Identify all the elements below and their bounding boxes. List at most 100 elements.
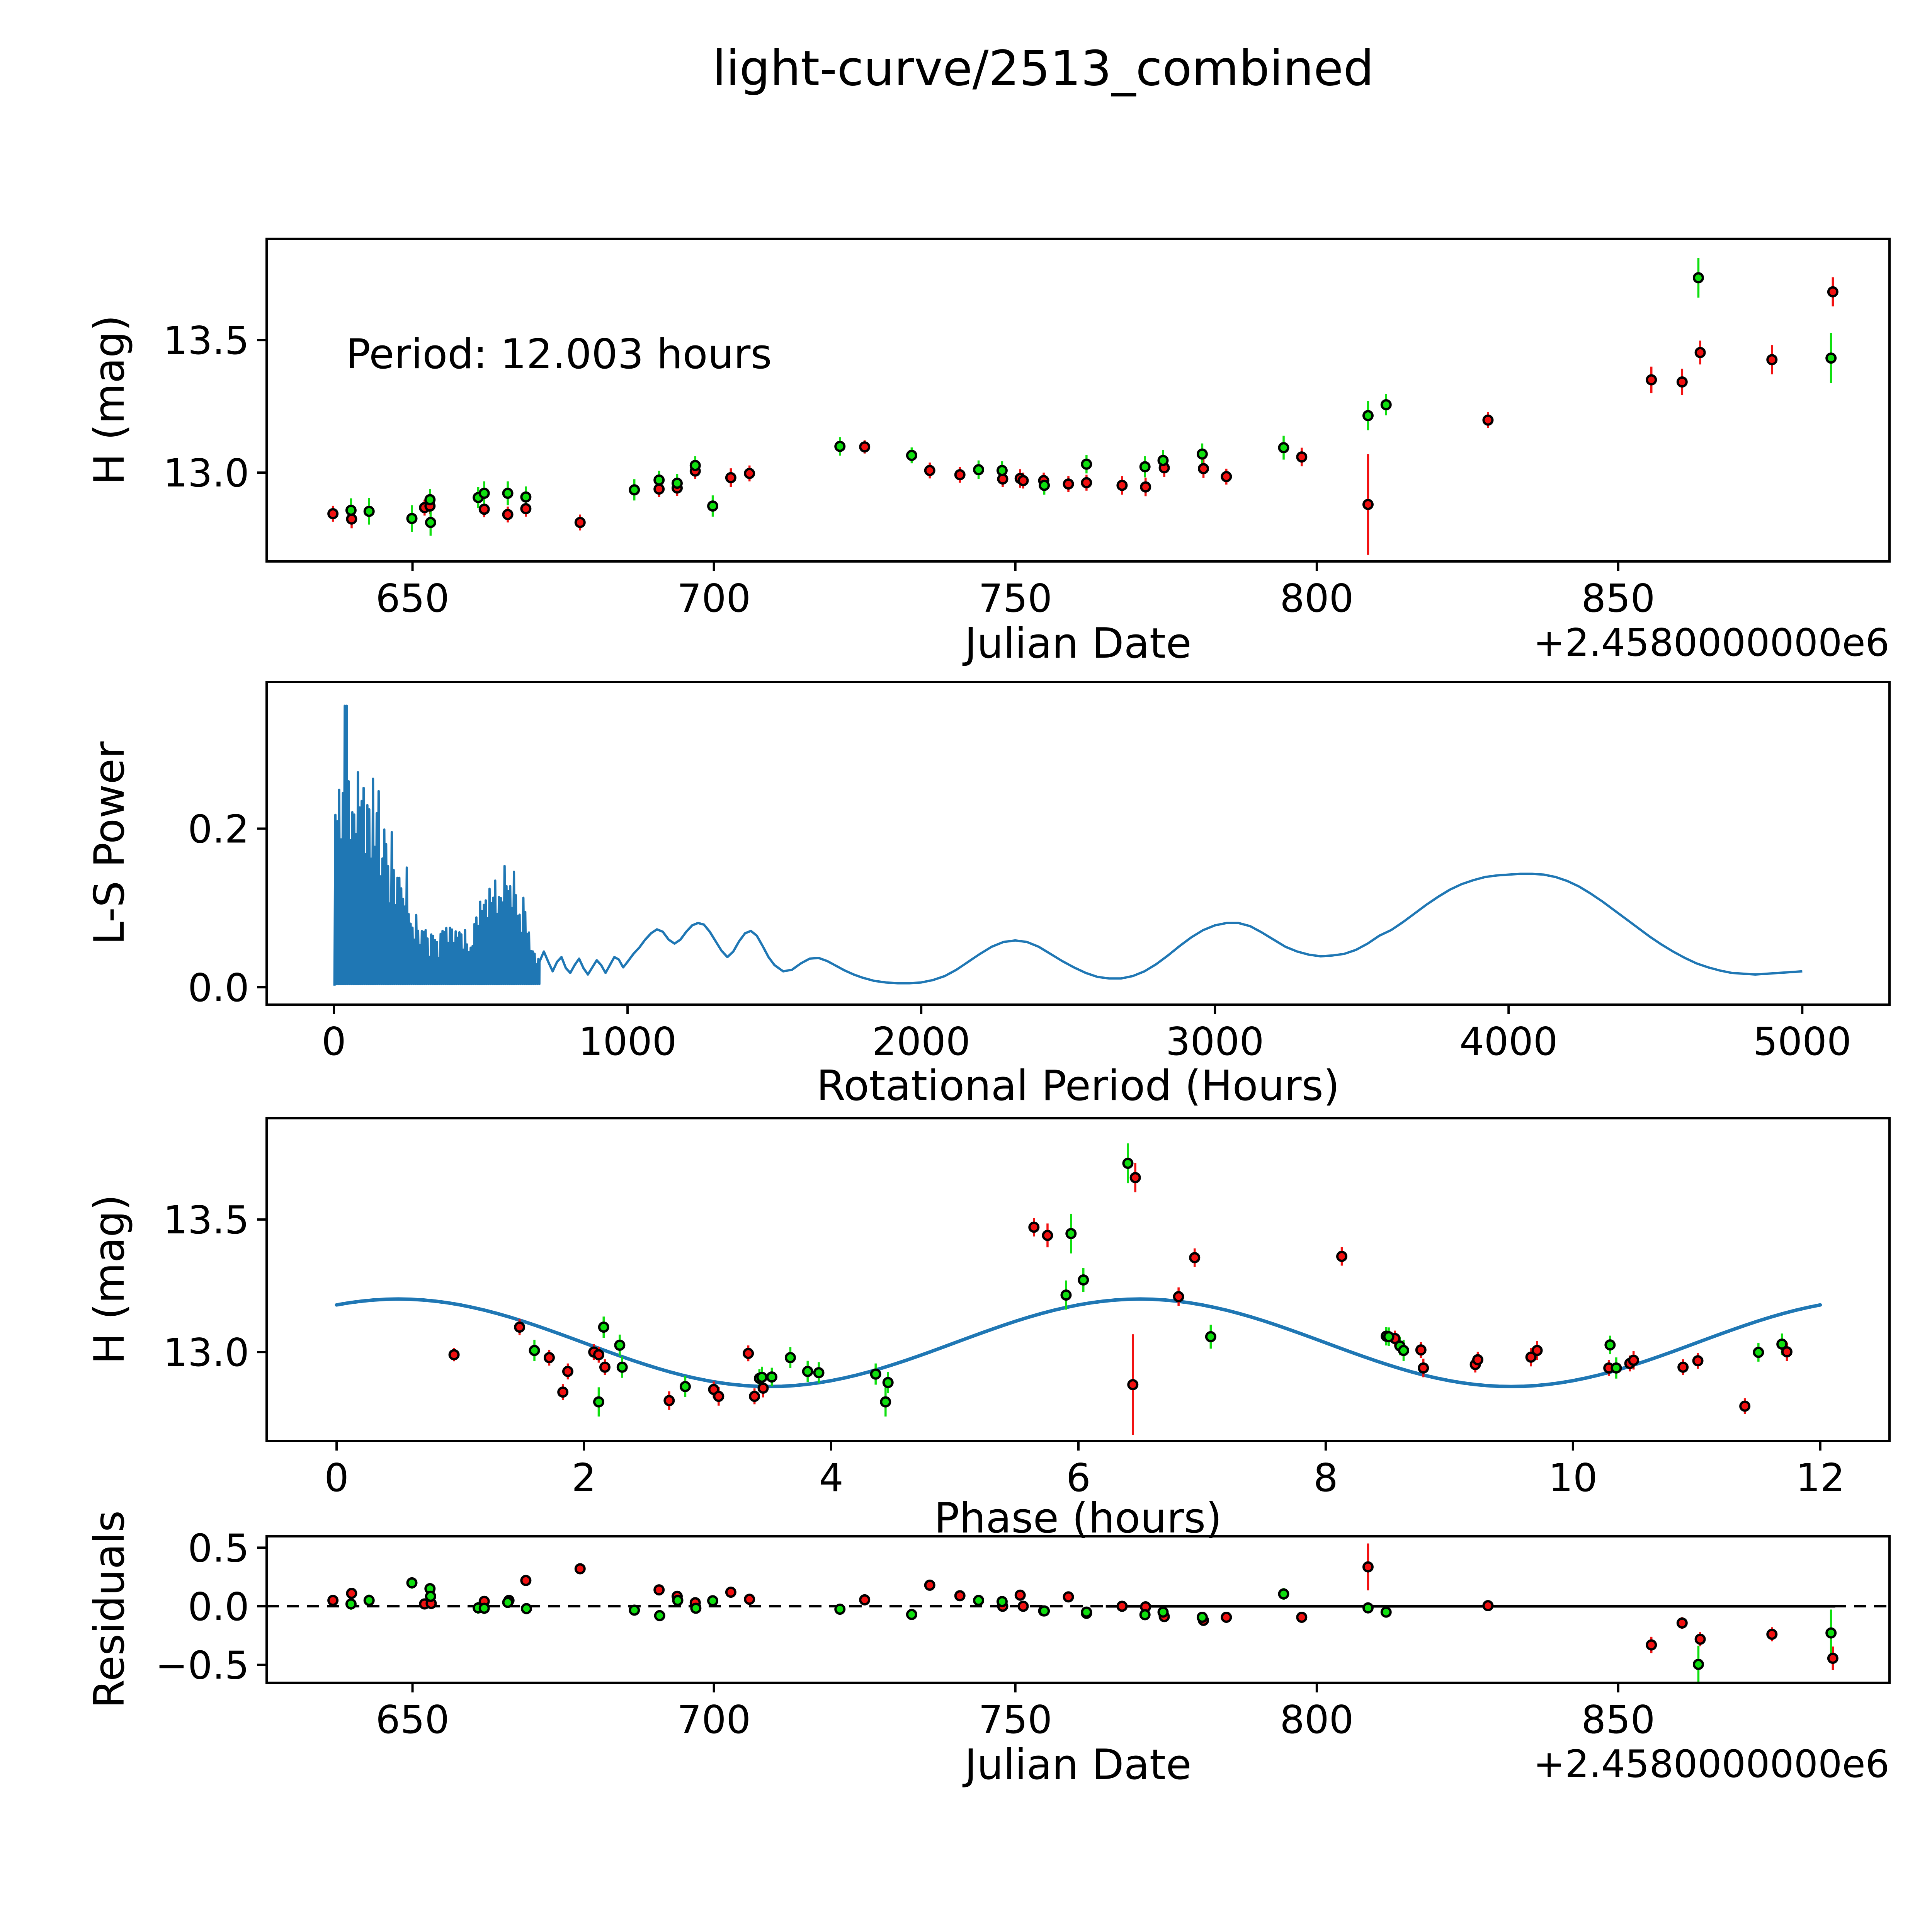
data-point-red [1646, 374, 1657, 386]
data-point-green [870, 1368, 881, 1380]
data-point-red [1766, 1628, 1778, 1640]
data-point-red [1646, 1639, 1657, 1651]
x-tick-label: 10 [1548, 1455, 1597, 1500]
y-tick-label: −0.5 [155, 1643, 249, 1688]
data-point-green [502, 1597, 514, 1608]
data-point-green [1380, 399, 1392, 411]
plot-frame [265, 681, 1891, 1006]
data-point-red [346, 1588, 357, 1599]
phase-data-layer [335, 1143, 1822, 1435]
x-offset-label-top: +2.4580000000e6 [1533, 621, 1889, 665]
ylabel-h-mag-top: H (mag) [85, 315, 134, 485]
data-point-red [1063, 1591, 1074, 1603]
green-series-points [529, 1158, 1788, 1408]
x-tick-label: 750 [978, 1697, 1052, 1742]
data-point-red [593, 1349, 604, 1361]
data-point-red [448, 1349, 460, 1361]
data-point-green [1196, 448, 1208, 460]
data-point-green [502, 488, 514, 499]
data-point-green [1196, 1612, 1208, 1623]
data-point-red [478, 503, 490, 515]
data-point-red [859, 1594, 871, 1605]
data-point-green [813, 1367, 825, 1379]
x-tick-label: 1000 [578, 1019, 677, 1064]
data-point-red [1525, 1351, 1537, 1363]
data-point-red [1827, 286, 1838, 298]
data-point-red [1692, 1355, 1704, 1367]
x-tick-label: 800 [1280, 576, 1354, 621]
data-point-red [1415, 1344, 1427, 1356]
data-point-green [671, 478, 683, 489]
data-point-green [1139, 1609, 1151, 1621]
data-point-red [1042, 1230, 1053, 1241]
data-point-green [425, 1590, 436, 1602]
plot-frame [265, 238, 1891, 563]
data-point-green [756, 1371, 768, 1383]
data-point-green [1278, 442, 1289, 454]
data-point-green [478, 488, 490, 499]
data-point-red [663, 1395, 675, 1406]
data-point-green [1039, 1605, 1050, 1617]
data-point-green [1081, 458, 1092, 470]
data-point-green [593, 1396, 604, 1408]
data-point-green [363, 1595, 375, 1606]
residuals-data-layer [267, 1543, 1889, 1683]
data-point-green [598, 1321, 609, 1333]
data-point-red [1336, 1250, 1348, 1262]
panel-phase-folded: 0 2 4 6 8 10 12 13.0 13.5 Phase (hours) H (mag) [85, 1117, 1891, 1543]
data-point-green [616, 1361, 628, 1373]
model-sine-curve [335, 1297, 1822, 1388]
data-point-red [1028, 1221, 1040, 1233]
data-point-green [406, 513, 418, 524]
data-point-red [574, 1563, 586, 1575]
plot-frame [265, 1535, 1891, 1684]
panel-periodogram: 0 1000 2000 3000 4000 5000 0.0 0.2 Rotational P… [85, 681, 1891, 1110]
data-point-red [744, 1594, 755, 1605]
red-series-points [448, 1172, 1793, 1412]
data-point-red [1677, 1361, 1689, 1373]
phase-ticks: 0 2 4 6 8 10 12 13.0 13.5 [163, 1197, 1845, 1500]
data-point-red [520, 503, 532, 514]
data-point-red [1676, 376, 1688, 388]
data-point-green [996, 465, 1008, 476]
data-point-red [924, 465, 935, 476]
data-point-green [996, 1596, 1008, 1607]
data-point-green [707, 500, 719, 512]
data-point-red [1189, 1252, 1201, 1264]
data-point-green [1776, 1338, 1788, 1350]
data-point-red [744, 468, 755, 479]
data-point-green [690, 1602, 702, 1614]
data-point-red [599, 1361, 611, 1373]
data-point-red [1827, 1653, 1838, 1664]
data-point-green [1039, 480, 1050, 491]
data-point-green [1398, 1345, 1409, 1356]
red-series-points [327, 286, 1838, 528]
data-point-green [406, 1577, 418, 1588]
data-point-red [954, 1590, 966, 1602]
data-point-red [557, 1386, 569, 1398]
data-point-green [1383, 1331, 1395, 1342]
data-point-red [1628, 1354, 1639, 1366]
data-point-green [1081, 1606, 1092, 1618]
data-point-red [1129, 1172, 1141, 1184]
data-point-green [1078, 1274, 1089, 1286]
data-point-red [1140, 481, 1151, 493]
data-point-green [802, 1366, 813, 1377]
data-point-red [514, 1321, 526, 1333]
data-point-red [1296, 1612, 1308, 1623]
data-point-red [1472, 1354, 1483, 1366]
x-tick-label: 4000 [1459, 1019, 1558, 1064]
data-point-green [689, 460, 701, 471]
data-point-green [424, 494, 436, 505]
data-point-red [1766, 354, 1778, 366]
data-point-red [1063, 478, 1074, 490]
data-point-green [1692, 272, 1704, 284]
data-point-green [478, 1602, 490, 1614]
data-point-red [1362, 1561, 1374, 1573]
x-tick-label: 700 [677, 1697, 751, 1742]
data-point-green [1278, 1588, 1289, 1600]
x-tick-label: 2 [571, 1455, 596, 1500]
data-point-green [834, 1604, 846, 1615]
